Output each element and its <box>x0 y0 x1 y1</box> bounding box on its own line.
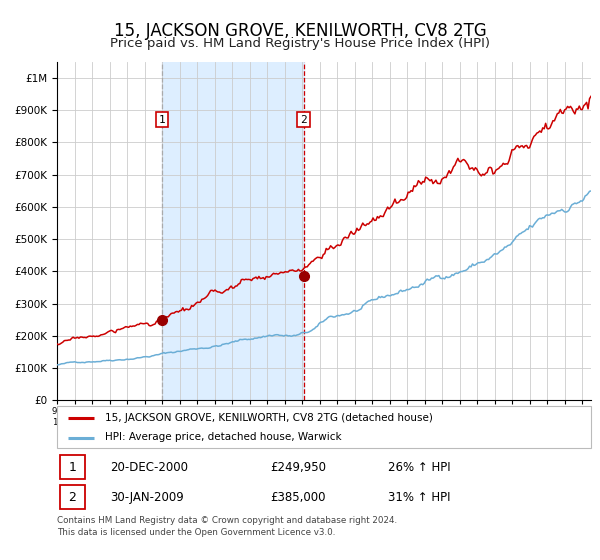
Text: HPI: Average price, detached house, Warwick: HPI: Average price, detached house, Warw… <box>105 432 341 442</box>
Text: 15, JACKSON GROVE, KENILWORTH, CV8 2TG (detached house): 15, JACKSON GROVE, KENILWORTH, CV8 2TG (… <box>105 413 433 423</box>
Text: 31% ↑ HPI: 31% ↑ HPI <box>388 491 451 504</box>
Text: 15, JACKSON GROVE, KENILWORTH, CV8 2TG: 15, JACKSON GROVE, KENILWORTH, CV8 2TG <box>113 22 487 40</box>
Text: 26% ↑ HPI: 26% ↑ HPI <box>388 460 451 474</box>
Bar <box>59 455 85 479</box>
Text: Contains HM Land Registry data © Crown copyright and database right 2024.
This d: Contains HM Land Registry data © Crown c… <box>57 516 397 537</box>
Text: Price paid vs. HM Land Registry's House Price Index (HPI): Price paid vs. HM Land Registry's House … <box>110 37 490 50</box>
Text: 1: 1 <box>68 460 76 474</box>
Text: 2: 2 <box>300 115 307 125</box>
Text: £249,950: £249,950 <box>271 460 326 474</box>
Bar <box>59 485 85 510</box>
Text: 1: 1 <box>158 115 166 125</box>
Text: £385,000: £385,000 <box>271 491 326 504</box>
Text: 30-JAN-2009: 30-JAN-2009 <box>110 491 184 504</box>
Bar <box>162 62 304 400</box>
Text: 2: 2 <box>68 491 76 504</box>
Text: 20-DEC-2000: 20-DEC-2000 <box>110 460 188 474</box>
